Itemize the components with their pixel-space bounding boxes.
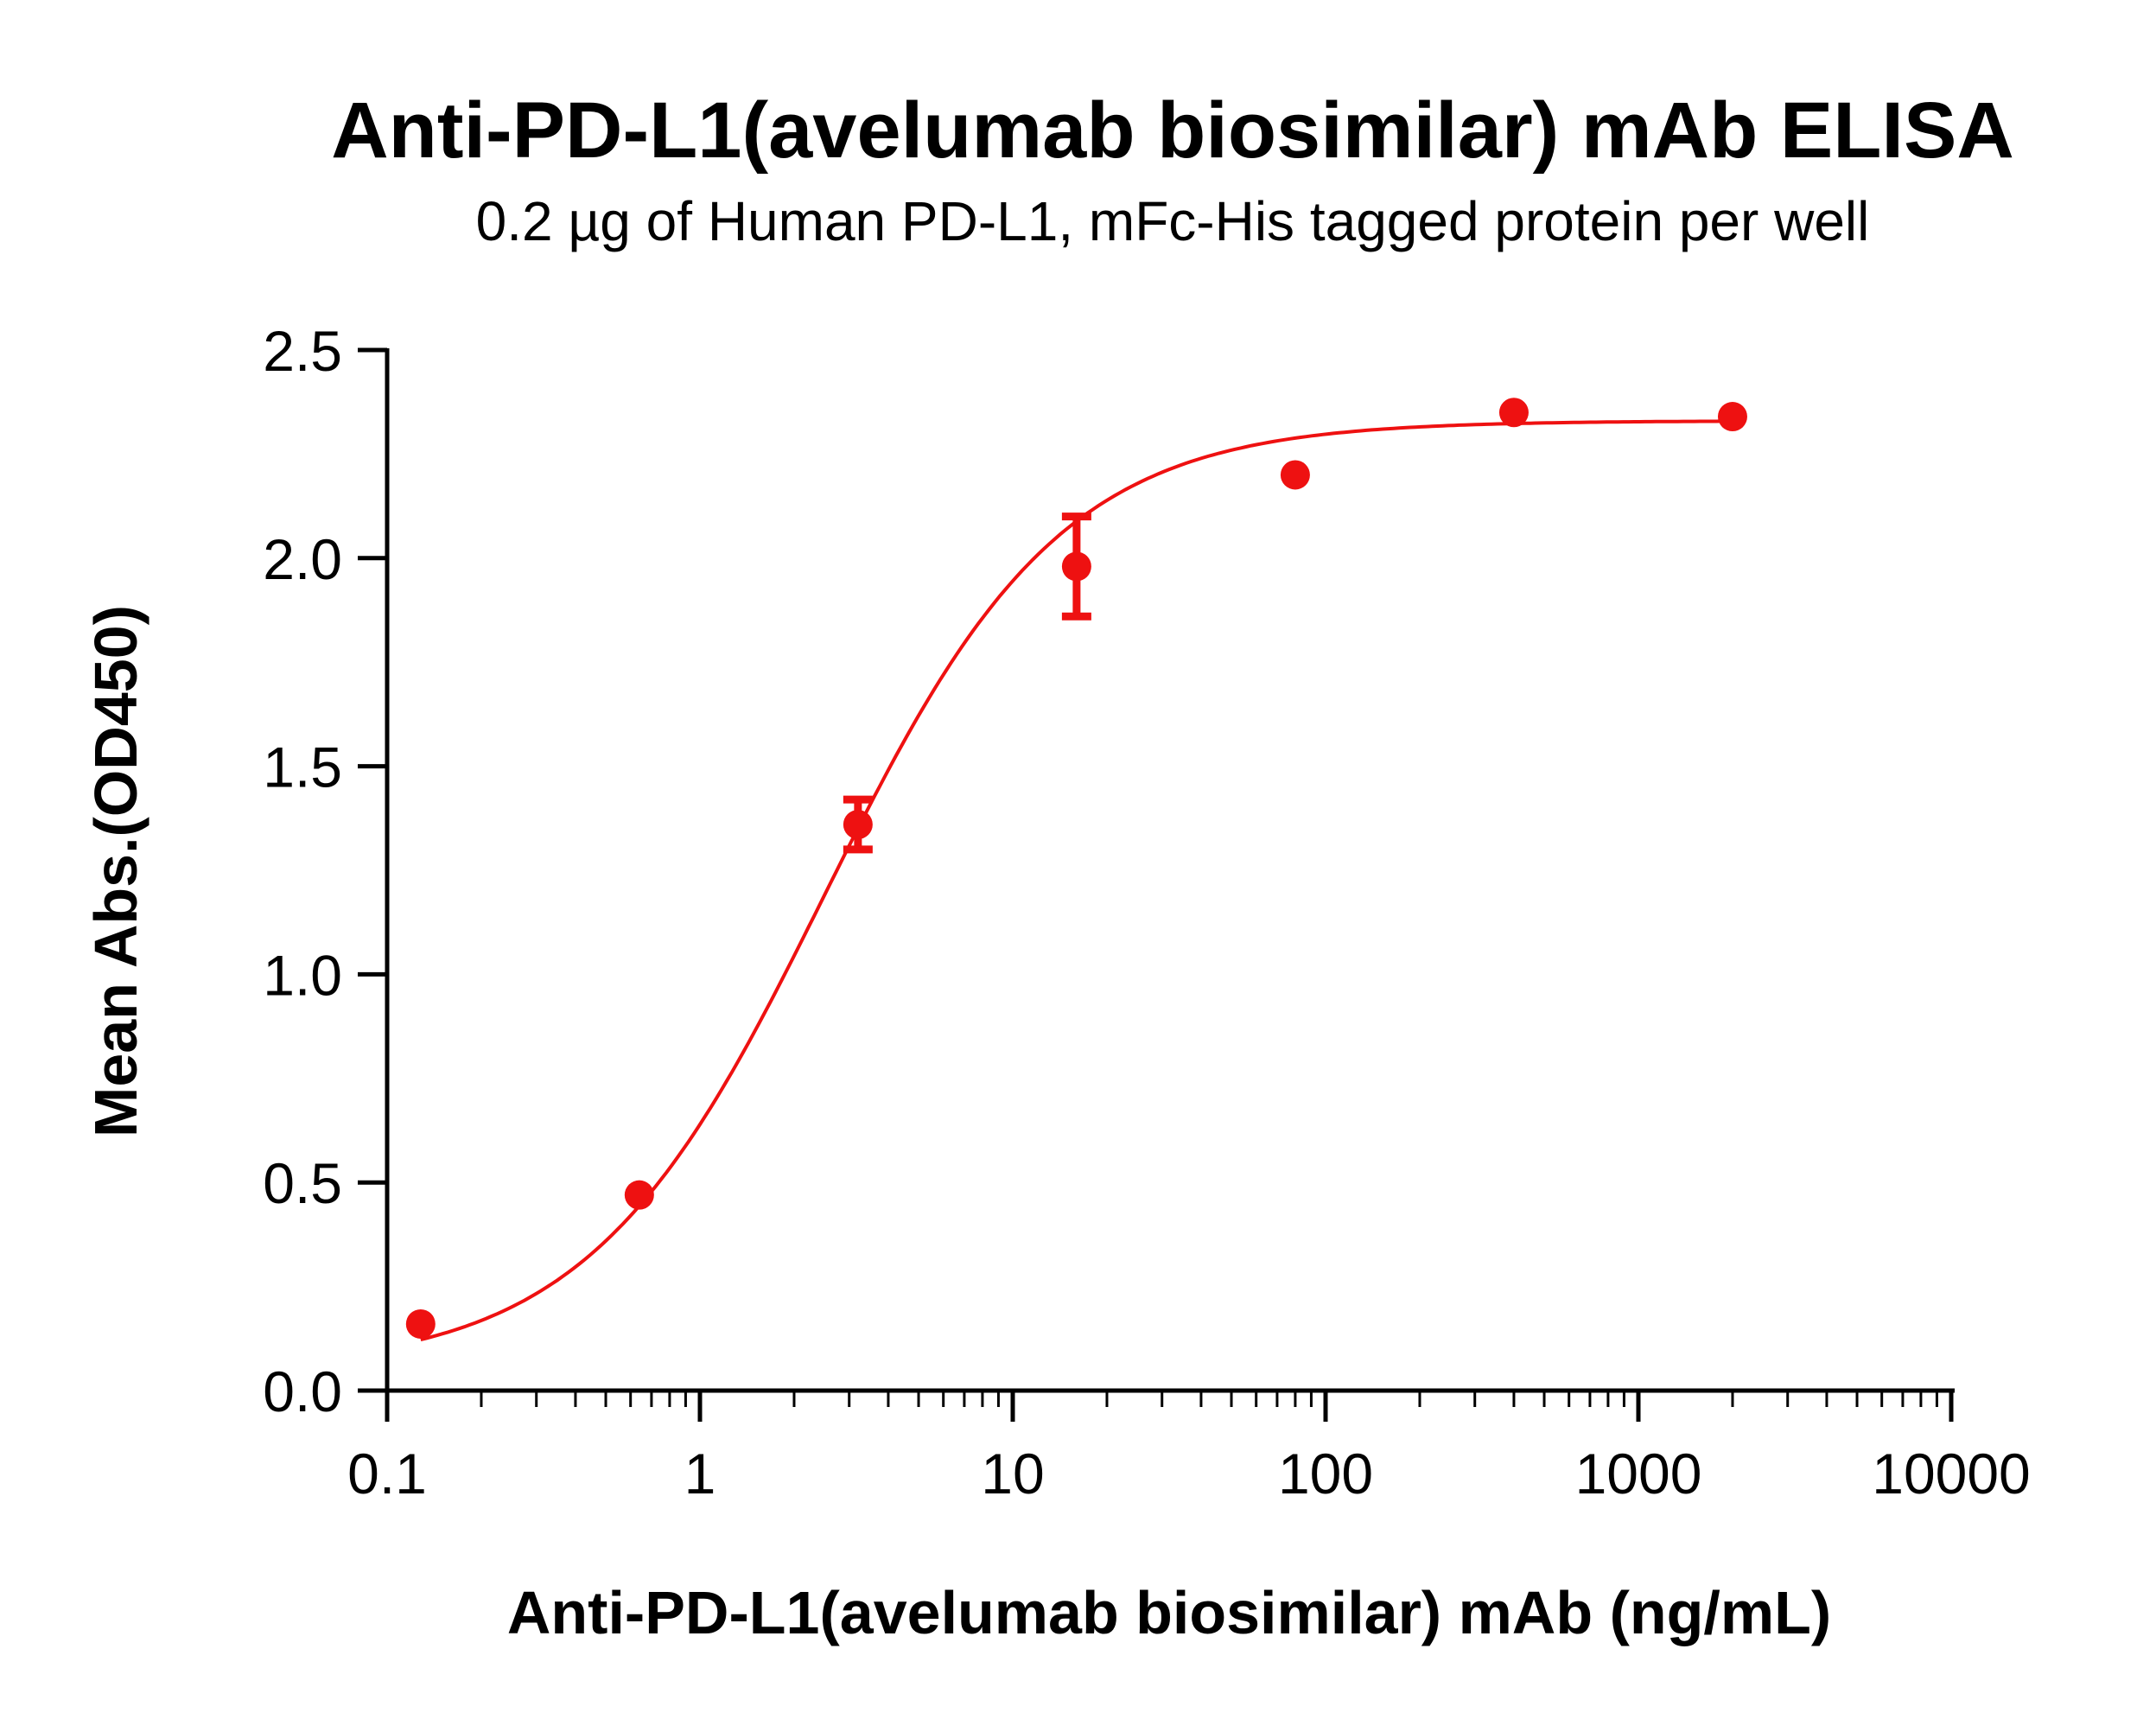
data-point <box>843 810 873 840</box>
x-axis-title: Anti-PD-L1(avelumab biosimilar) mAb (ng/… <box>507 1579 1831 1646</box>
y-tick-label: 1.5 <box>263 735 342 799</box>
data-point <box>1061 551 1091 582</box>
x-tick-label: 10 <box>981 1442 1044 1506</box>
x-tick-label: 100 <box>1278 1442 1373 1506</box>
y-ticks: 0.0 0.5 1.0 1.5 2.0 2.5 <box>263 319 387 1423</box>
x-ticks: 0.1 1 10 100 1000 10000 <box>347 1391 2031 1506</box>
y-tick-label: 0.5 <box>263 1151 342 1215</box>
y-tick-label: 2.5 <box>263 319 342 383</box>
y-axis-title: Mean Abs.(OD450) <box>82 605 149 1137</box>
data-point-layer <box>405 398 1747 1339</box>
chart-title: Anti-PD-L1(avelumab biosimilar) mAb ELIS… <box>331 86 2014 175</box>
y-tick-label: 2.0 <box>263 527 342 591</box>
data-point <box>1498 398 1529 428</box>
data-point <box>1717 402 1747 432</box>
data-point <box>405 1308 436 1339</box>
x-tick-label: 10000 <box>1872 1442 2031 1506</box>
data-point <box>1280 460 1310 490</box>
chart-subtitle: 0.2 µg of Human PD-L1, mFc-His tagged pr… <box>476 190 1870 252</box>
y-tick-label: 1.0 <box>263 943 342 1007</box>
x-tick-label: 0.1 <box>347 1442 427 1506</box>
y-tick-label: 0.0 <box>263 1359 342 1423</box>
error-bar-layer <box>843 513 1091 854</box>
data-point <box>624 1180 654 1210</box>
axes <box>385 348 1955 1393</box>
x-tick-label: 1000 <box>1575 1442 1702 1506</box>
x-tick-label: 1 <box>684 1442 716 1506</box>
